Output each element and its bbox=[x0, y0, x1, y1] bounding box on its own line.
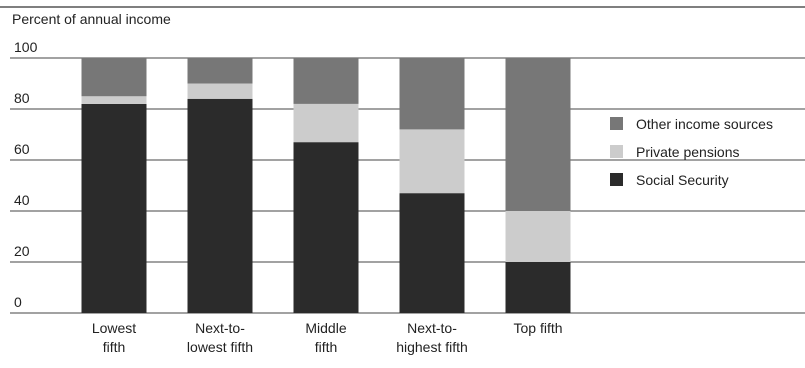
bar-segment-other-income-sources bbox=[399, 58, 465, 130]
legend-swatch bbox=[610, 145, 623, 158]
bar-segment-private-pensions bbox=[187, 83, 253, 99]
y-tick-label: 80 bbox=[14, 90, 30, 106]
x-tick-label: Top fifth bbox=[513, 320, 562, 336]
bar-segment-private-pensions bbox=[81, 96, 147, 104]
legend-label: Private pensions bbox=[636, 144, 740, 160]
bar-segment-other-income-sources bbox=[505, 58, 571, 211]
x-tick-label: Lowest fifth bbox=[92, 320, 136, 355]
bar-segment-private-pensions bbox=[399, 129, 465, 194]
bar-segment-social-security bbox=[399, 193, 465, 313]
bar-segment-social-security bbox=[505, 262, 571, 313]
bars bbox=[81, 58, 571, 314]
bar-segment-private-pensions bbox=[293, 103, 359, 143]
bar-segment-social-security bbox=[187, 98, 253, 313]
bar-segment-other-income-sources bbox=[81, 58, 147, 97]
y-tick-label: 60 bbox=[14, 141, 30, 157]
y-axis-label: Percent of annual income bbox=[12, 11, 171, 27]
bar-segment-other-income-sources bbox=[187, 58, 253, 84]
y-tick-label: 40 bbox=[14, 192, 30, 208]
x-tick-label: Next-to-highest fifth bbox=[396, 320, 468, 355]
legend-swatch bbox=[610, 117, 623, 130]
legend-label: Social Security bbox=[636, 172, 729, 188]
bar-segment-other-income-sources bbox=[293, 58, 359, 104]
bar-segment-private-pensions bbox=[505, 211, 571, 262]
y-tick-label: 20 bbox=[14, 243, 30, 259]
bar-segment-social-security bbox=[81, 103, 147, 314]
y-tick-label: 0 bbox=[14, 294, 22, 310]
x-tick-label: Next-to-lowest fifth bbox=[187, 320, 253, 355]
x-tick-label: Middle fifth bbox=[305, 320, 346, 355]
x-tick-labels: Lowest fifth Next-to-lowest fifth Middle fif… bbox=[92, 320, 563, 355]
legend: Other income sources Private pensions Soci… bbox=[610, 116, 773, 188]
bar-segment-social-security bbox=[293, 142, 359, 313]
y-tick-labels: 0 20 40 60 80 100 bbox=[14, 39, 38, 310]
legend-label: Other income sources bbox=[636, 116, 773, 132]
y-tick-label: 100 bbox=[14, 39, 38, 55]
legend-swatch bbox=[610, 173, 623, 186]
